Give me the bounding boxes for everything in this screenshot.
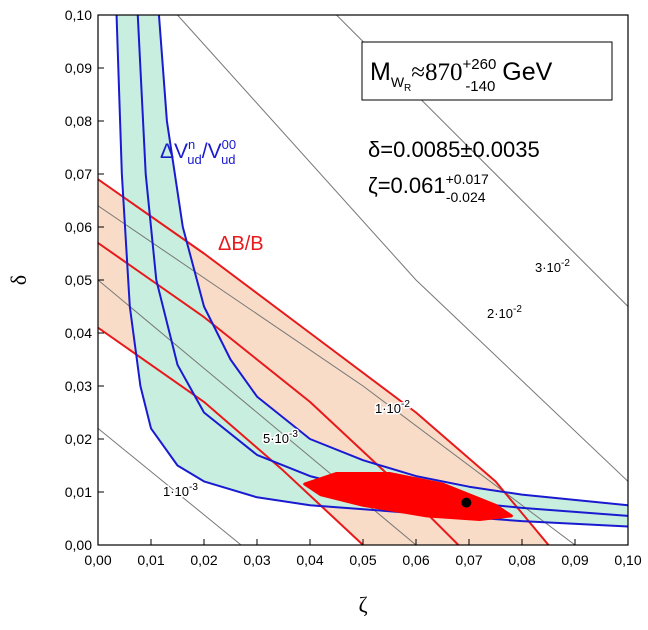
text: ζ=0.061	[368, 173, 446, 198]
x-tick-label: 0,04	[296, 552, 323, 568]
best-fit-point	[461, 497, 472, 508]
text: W	[391, 74, 405, 90]
band-fill	[116, 15, 628, 527]
red-curve	[98, 326, 364, 545]
x-tick-label: 0,03	[243, 552, 270, 568]
y-tick-label: 0,02	[65, 431, 92, 447]
text: 1·10	[375, 401, 401, 416]
contour-label: 3·10-2	[535, 258, 570, 275]
text: ud	[187, 152, 201, 167]
x-tick-label: 0,07	[455, 552, 482, 568]
text: GeV	[495, 58, 552, 86]
y-tick-label: 0,08	[65, 113, 92, 129]
text: -3	[289, 429, 298, 440]
delta-annotation: δ=0.0085±0.0035	[368, 137, 540, 162]
y-tick-label: 0,06	[65, 219, 92, 235]
contour-label: 1·10-2	[375, 399, 410, 416]
contour-label: 5·10-3	[263, 429, 298, 446]
text: ≈870	[411, 59, 462, 86]
text: /V	[202, 140, 222, 163]
text: M	[370, 58, 391, 86]
text: ud	[221, 152, 235, 167]
contour-line	[177, 15, 628, 482]
y-tick-label: 0,03	[65, 378, 92, 394]
text: 00	[222, 137, 236, 152]
red-band-label: ΔB/B	[218, 233, 264, 255]
text: 1·10	[163, 484, 189, 499]
band-fill	[98, 179, 549, 545]
text: 2·10	[487, 306, 513, 321]
y-tick-label: 0,09	[65, 60, 92, 76]
x-tick-label: 0,08	[508, 552, 535, 568]
y-tick-label: 0,04	[65, 325, 92, 341]
y-axis-label: δ	[6, 275, 31, 285]
x-tick-label: 0,10	[614, 552, 641, 568]
contour-label: 2·10-2	[487, 304, 522, 321]
mass-annotation: MWR≈870+260 -140 GeV	[370, 56, 553, 95]
text: n	[188, 137, 195, 152]
text: -2	[401, 399, 410, 410]
x-tick-label: 0,09	[561, 552, 588, 568]
y-tick-label: 0,07	[65, 166, 92, 182]
text: 5·10	[263, 431, 289, 446]
y-tick-label: 0,00	[65, 537, 92, 553]
x-tick-label: 0,05	[349, 552, 376, 568]
text: -0.024	[446, 189, 486, 205]
plot-area	[98, 15, 628, 545]
x-axis-label: ζ	[358, 592, 367, 617]
text: -3	[189, 482, 198, 493]
allowed-region	[303, 471, 513, 522]
x-tick-label: 0,06	[402, 552, 429, 568]
text: -2	[561, 258, 570, 269]
contour-label: 1·10-3	[163, 482, 198, 499]
contour-line	[98, 428, 242, 545]
x-tick-label: 0,00	[84, 552, 111, 568]
axes: 0,00 0,01 0,02 0,03 0,04 0,05 0,06 0,07 0,08 0,09…	[65, 7, 642, 568]
text: +260	[463, 56, 497, 73]
text: ΔV	[160, 140, 188, 163]
y-tick-label: 0,05	[65, 272, 92, 288]
blue-curve	[157, 15, 628, 507]
y-tick-label: 0,01	[65, 484, 92, 500]
x-tick-label: 0,01	[137, 552, 164, 568]
x-tick-label: 0,02	[190, 552, 217, 568]
text: 3·10	[535, 260, 561, 275]
text: +0.017	[446, 171, 489, 187]
mass-box	[361, 41, 613, 101]
text: -2	[513, 304, 522, 315]
zeta-annotation: ζ=0.061+0.017 -0.024	[368, 171, 489, 205]
text: -140	[465, 78, 495, 95]
y-tick-label: 0,10	[65, 7, 92, 23]
blue-band-label: ΔVn ud/V00 ud	[160, 137, 236, 167]
text: R	[404, 83, 411, 94]
